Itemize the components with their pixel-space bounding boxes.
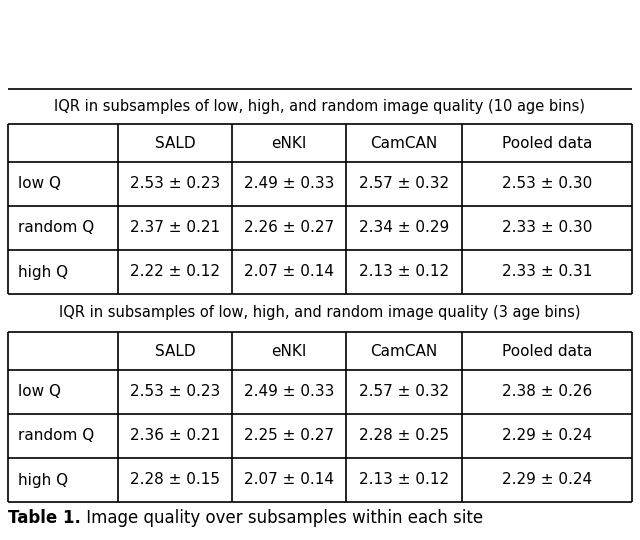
Text: 2.33 ± 0.30: 2.33 ± 0.30 [502,220,592,235]
Text: Table 1.: Table 1. [8,509,81,527]
Text: eNKI: eNKI [271,136,307,151]
Text: eNKI: eNKI [271,343,307,359]
Text: 2.57 ± 0.32: 2.57 ± 0.32 [359,384,449,400]
Text: high Q: high Q [18,265,68,280]
Text: 2.29 ± 0.24: 2.29 ± 0.24 [502,429,592,443]
Text: 2.36 ± 0.21: 2.36 ± 0.21 [130,429,220,443]
Text: 2.49 ± 0.33: 2.49 ± 0.33 [244,177,334,192]
Text: 2.34 ± 0.29: 2.34 ± 0.29 [359,220,449,235]
Text: 2.57 ± 0.32: 2.57 ± 0.32 [359,177,449,192]
Text: SALD: SALD [155,136,195,151]
Text: 2.53 ± 0.23: 2.53 ± 0.23 [130,384,220,400]
Text: high Q: high Q [18,472,68,488]
Text: CamCAN: CamCAN [371,343,438,359]
Text: 2.07 ± 0.14: 2.07 ± 0.14 [244,472,334,488]
Text: random Q: random Q [18,429,94,443]
Text: IQR in subsamples of low, high, and random image quality (10 age bins): IQR in subsamples of low, high, and rand… [54,99,586,114]
Text: 2.53 ± 0.23: 2.53 ± 0.23 [130,177,220,192]
Text: IQR in subsamples of low, high, and random image quality (3 age bins): IQR in subsamples of low, high, and rand… [60,306,580,321]
Text: 2.07 ± 0.14: 2.07 ± 0.14 [244,265,334,280]
Text: low Q: low Q [18,177,61,192]
Text: SALD: SALD [155,343,195,359]
Text: 2.22 ± 0.12: 2.22 ± 0.12 [130,265,220,280]
Text: 2.53 ± 0.30: 2.53 ± 0.30 [502,177,592,192]
Text: low Q: low Q [18,384,61,400]
Text: 2.37 ± 0.21: 2.37 ± 0.21 [130,220,220,235]
Text: 2.13 ± 0.12: 2.13 ± 0.12 [359,472,449,488]
Text: CamCAN: CamCAN [371,136,438,151]
Text: 2.49 ± 0.33: 2.49 ± 0.33 [244,384,334,400]
Text: 2.25 ± 0.27: 2.25 ± 0.27 [244,429,334,443]
Text: 2.33 ± 0.31: 2.33 ± 0.31 [502,265,592,280]
Text: 2.13 ± 0.12: 2.13 ± 0.12 [359,265,449,280]
Text: Pooled data: Pooled data [502,343,592,359]
Text: 2.26 ± 0.27: 2.26 ± 0.27 [244,220,334,235]
Text: 2.28 ± 0.15: 2.28 ± 0.15 [130,472,220,488]
Text: random Q: random Q [18,220,94,235]
Text: Pooled data: Pooled data [502,136,592,151]
Text: 2.28 ± 0.25: 2.28 ± 0.25 [359,429,449,443]
Text: 2.38 ± 0.26: 2.38 ± 0.26 [502,384,592,400]
Text: 2.29 ± 0.24: 2.29 ± 0.24 [502,472,592,488]
Text: Image quality over subsamples within each site: Image quality over subsamples within eac… [81,509,483,527]
